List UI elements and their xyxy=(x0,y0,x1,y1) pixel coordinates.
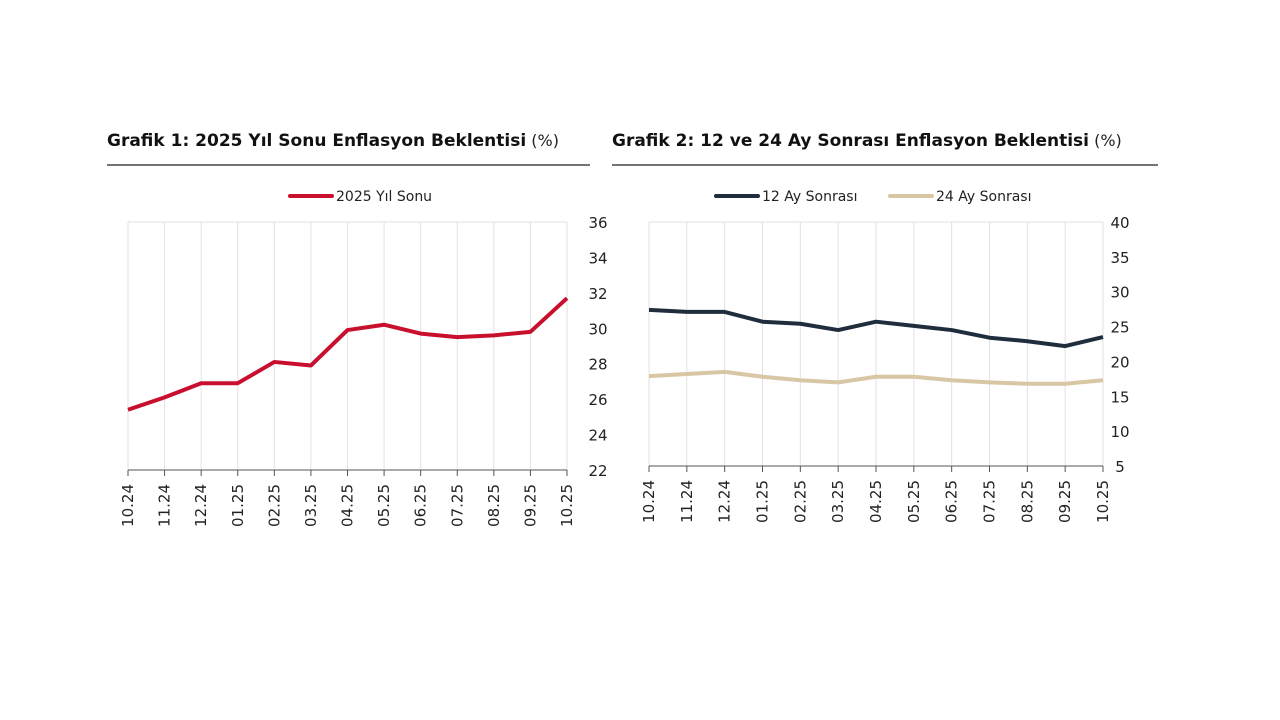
chart-title: Grafik 1: 2025 Yıl Sonu Enflasyon Beklen… xyxy=(107,131,559,151)
x-tick-label: 06.25 xyxy=(943,480,961,523)
chart-title: Grafik 2: 12 ve 24 Ay Sonrası Enflasyon … xyxy=(612,131,1122,151)
y-tick-label: 10 xyxy=(1110,423,1129,441)
y-tick-label: 35 xyxy=(1110,249,1129,267)
y-tick-label: 34 xyxy=(588,249,607,267)
x-tick-label: 09.25 xyxy=(1056,480,1074,523)
y-tick-label: 40 xyxy=(1110,214,1129,232)
x-tick-label: 04.25 xyxy=(339,484,357,527)
chart-unit: (%) xyxy=(526,131,559,150)
y-tick-label: 30 xyxy=(588,320,607,338)
x-tick-label: 08.25 xyxy=(1018,480,1036,523)
x-tick-label: 03.25 xyxy=(302,484,320,527)
y-tick-label: 25 xyxy=(1110,319,1129,337)
y-tick-label: 36 xyxy=(588,214,607,232)
x-tick-label: 02.25 xyxy=(265,484,283,527)
y-tick-label: 5 xyxy=(1115,458,1125,476)
y-tick-label: 26 xyxy=(588,391,607,409)
chart-unit: (%) xyxy=(1089,131,1122,150)
y-tick-label: 20 xyxy=(1110,353,1129,371)
x-tick-label: 06.25 xyxy=(412,484,430,527)
x-tick-label: 04.25 xyxy=(867,480,885,523)
x-tick-label: 09.25 xyxy=(521,484,539,527)
y-tick-label: 22 xyxy=(588,462,607,480)
x-tick-label: 01.25 xyxy=(229,484,247,527)
x-tick-label: 10.24 xyxy=(640,480,658,523)
x-tick-label: 12.24 xyxy=(716,480,734,523)
x-tick-label: 03.25 xyxy=(829,480,847,523)
x-tick-label: 11.24 xyxy=(156,484,174,527)
x-tick-label: 07.25 xyxy=(448,484,466,527)
y-tick-label: 28 xyxy=(588,356,607,374)
x-tick-label: 07.25 xyxy=(981,480,999,523)
y-tick-label: 15 xyxy=(1110,388,1129,406)
x-tick-label: 10.25 xyxy=(558,484,576,527)
y-tick-label: 32 xyxy=(588,285,607,303)
x-tick-label: 02.25 xyxy=(791,480,809,523)
legend-label: 2025 Yıl Sonu xyxy=(336,189,432,205)
x-tick-label: 01.25 xyxy=(754,480,772,523)
x-tick-label: 10.25 xyxy=(1094,480,1112,523)
x-tick-label: 12.24 xyxy=(192,484,210,527)
x-tick-label: 10.24 xyxy=(119,484,137,527)
chart-1: Grafik 1: 2025 Yıl Sonu Enflasyon Beklen… xyxy=(107,131,608,527)
y-tick-label: 30 xyxy=(1110,284,1129,302)
x-tick-label: 11.24 xyxy=(678,480,696,523)
legend-label: 24 Ay Sonrası xyxy=(936,189,1031,205)
x-tick-label: 05.25 xyxy=(905,480,923,523)
x-tick-label: 08.25 xyxy=(485,484,503,527)
x-tick-label: 05.25 xyxy=(375,484,393,527)
chart-2: Grafik 2: 12 ve 24 Ay Sonrası Enflasyon … xyxy=(612,131,1158,523)
y-tick-label: 24 xyxy=(588,427,607,445)
legend-label: 12 Ay Sonrası xyxy=(762,189,857,205)
